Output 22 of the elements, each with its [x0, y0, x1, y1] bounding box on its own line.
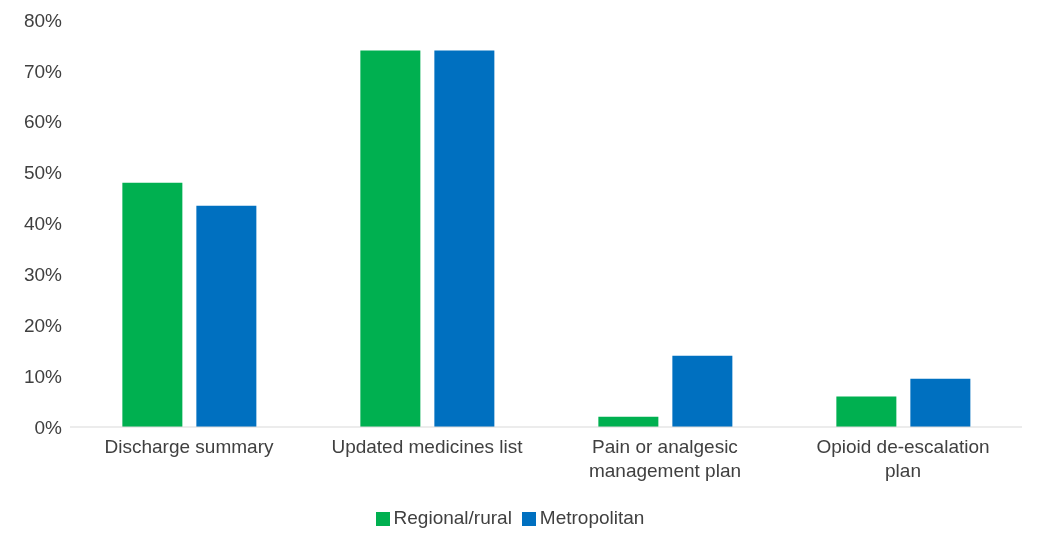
x-tick-label: Discharge summary	[104, 436, 274, 457]
bar	[196, 205, 257, 427]
bar	[122, 182, 183, 427]
bar	[434, 50, 495, 427]
bar	[836, 396, 897, 427]
y-tick-label: 20%	[23, 314, 63, 336]
bar	[360, 50, 421, 427]
y-tick-label: 30%	[23, 264, 63, 286]
x-tick-label: Opioid de-escalation plan	[816, 436, 990, 481]
bar	[672, 355, 733, 427]
x-tick-label: Pain or analgesic management plan	[588, 436, 742, 481]
y-tick-label: 70%	[23, 60, 63, 82]
y-tick-label: 0%	[34, 416, 63, 438]
y-tick-label: 40%	[23, 213, 63, 235]
x-tick-label: Updated medicines list	[331, 436, 524, 457]
y-tick-label: 10%	[23, 365, 63, 387]
y-tick-label: 60%	[23, 111, 63, 133]
legend-label: Regional/rural	[393, 507, 512, 528]
y-tick-label: 80%	[23, 9, 63, 31]
y-tick-label: 50%	[23, 162, 63, 184]
bar	[910, 378, 971, 427]
legend-label: Metropolitan	[539, 507, 645, 528]
